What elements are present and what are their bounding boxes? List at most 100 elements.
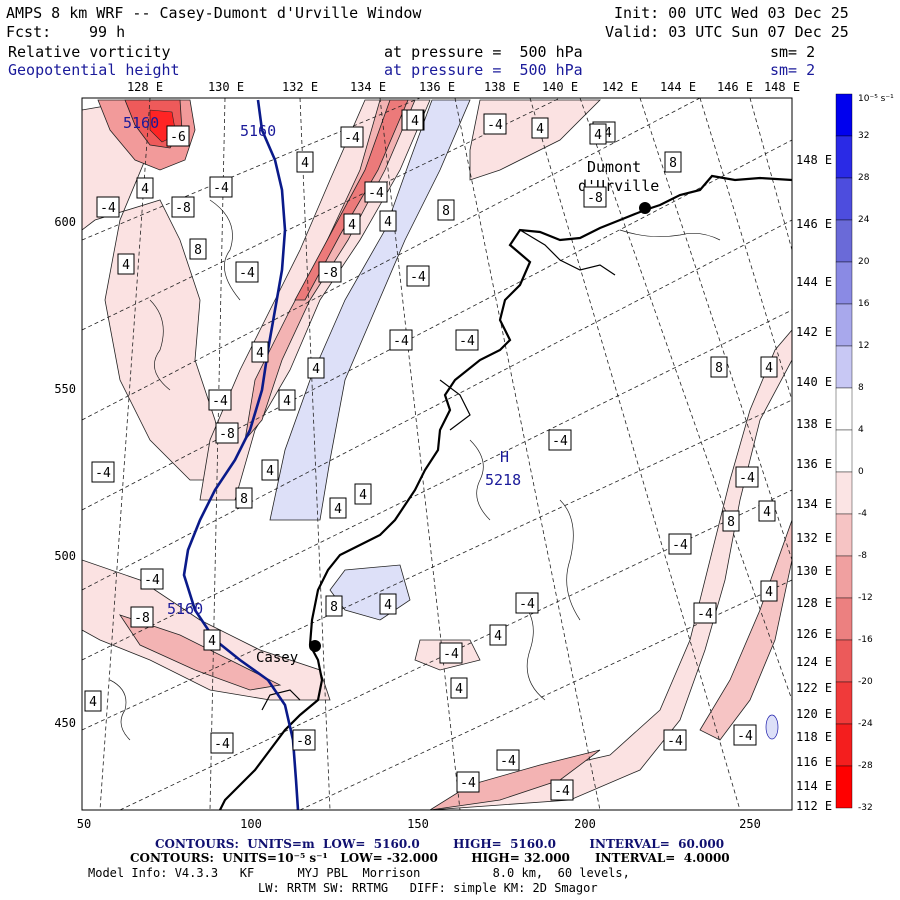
bottom-grid-label: 150 (407, 817, 429, 831)
vorticity-box (130, 606, 154, 628)
vorticity-box (455, 329, 479, 351)
vorticity-box-label: -4 (456, 771, 480, 793)
vorticity-box (296, 151, 314, 173)
vorticity-value: 4 (763, 505, 771, 520)
vorticity-box-label: -4 (455, 329, 479, 351)
vorticity-box (515, 592, 539, 614)
field1-level: at pressure = 500 hPa (384, 43, 583, 61)
right-lon-label: 142 E (796, 325, 832, 339)
colorbar-swatch (835, 555, 853, 599)
vorticity-value: -4 (554, 784, 570, 799)
colorbar: 10⁻⁵ s⁻¹ 32 28 24 20 16 12 8 4 0 -4 -8 -12 -16 -20 -24 -… (835, 93, 894, 813)
vorticity-value: -4 (552, 434, 568, 449)
colorbar-swatch (835, 387, 853, 431)
vorticity-box (203, 629, 221, 651)
colorbar-label: -28 (858, 761, 873, 771)
vorticity-value: 4 (348, 218, 356, 233)
vorticity-value: -4 (667, 734, 683, 749)
vorticity-box (278, 389, 296, 411)
vorticity-box-label: 4 (296, 151, 314, 173)
vorticity-box-label: -4 (96, 196, 120, 218)
vorticity-box (483, 113, 507, 135)
vorticity-box-label: -4 (235, 261, 259, 283)
vorticity-box-label: -4 (439, 642, 463, 664)
colorbar-label: 0 (858, 467, 864, 477)
vorticity-box-label: 8 (235, 487, 253, 509)
vorticity-value: 4 (312, 362, 320, 377)
right-lon-label: 124 E (796, 655, 832, 669)
vorticity-value: 4 (765, 361, 773, 376)
colorbar-swatch (835, 135, 853, 179)
vorticity-box (261, 459, 279, 481)
station-label-dumont: Dumont (587, 158, 641, 176)
vorticity-box (450, 677, 468, 699)
station-marker-casey (309, 640, 321, 652)
vorticity-box (379, 593, 397, 615)
vorticity-box (439, 642, 463, 664)
vorticity-box-label: -8 (292, 729, 316, 751)
vorticity-box (91, 461, 115, 483)
vorticity-box-label: 4 (758, 500, 776, 522)
vorticity-box-label: -4 (208, 389, 232, 411)
vorticity-box (171, 196, 195, 218)
colorbar-swatch (835, 765, 853, 809)
right-lon-label: 132 E (796, 531, 832, 545)
top-lon-label: 134 E (350, 80, 386, 94)
vorticity-value: -4 (460, 776, 476, 791)
vorticity-box (210, 732, 234, 754)
right-lon-label: 148 E (796, 153, 832, 167)
vorticity-box (583, 186, 607, 208)
vorticity-box (589, 123, 607, 145)
vorticity-value: 4 (266, 464, 274, 479)
vorticity-box-label: 4 (379, 210, 397, 232)
height-contour-label: 5160 (240, 122, 276, 140)
vorticity-box-label: 4 (117, 253, 135, 275)
vorticity-box (722, 510, 740, 532)
vorticity-value: 4 (536, 122, 544, 137)
vorticity-box (758, 500, 776, 522)
right-lon-label: 136 E (796, 457, 832, 471)
vorticity-box (548, 429, 572, 451)
colorbar-swatch (835, 219, 853, 263)
colorbar-swatch (835, 345, 853, 389)
right-lon-label: 140 E (796, 375, 832, 389)
vorticity-box-label: 4 (531, 117, 549, 139)
vorticity-value: -8 (219, 427, 235, 442)
vorticity-box (389, 329, 413, 351)
forecast-hour: 99 h (89, 23, 126, 41)
vorticity-box-label: 8 (664, 151, 682, 173)
colorbar-swatch (835, 177, 853, 221)
bottom-grid-label: 250 (739, 817, 761, 831)
vorticity-value: -4 (410, 270, 426, 285)
vorticity-value: 4 (283, 394, 291, 409)
colorbar-swatch (835, 681, 853, 725)
vorticity-value: 8 (715, 361, 723, 376)
top-lon-label: 138 E (484, 80, 520, 94)
vorticity-value: -4 (144, 573, 160, 588)
vorticity-box (329, 497, 347, 519)
vorticity-box-label: -4 (340, 126, 364, 148)
height-contour-label: 5160 (167, 600, 203, 618)
vorticity-value: -4 (368, 186, 384, 201)
left-grid-label: 450 (54, 716, 76, 730)
vorticity-box-label: 4 (406, 109, 424, 131)
vorticity-value: -4 (697, 607, 713, 622)
vorticity-value: 8 (442, 204, 450, 219)
vorticity-band-negative-east-2 (699, 519, 792, 741)
geopotential-contour-5160 (182, 99, 300, 810)
colorbar-label: -4 (858, 509, 867, 519)
vorticity-box-label: -8 (130, 606, 154, 628)
colorbar-label: -16 (858, 635, 873, 645)
vorticity-box (489, 624, 507, 646)
vorticity-box-label: -4 (364, 181, 388, 203)
colorbar-label: 28 (858, 173, 870, 183)
right-lon-label: 134 E (796, 497, 832, 511)
vorticity-value: 4 (89, 695, 97, 710)
vorticity-box (531, 117, 549, 139)
vorticity-box-label: 8 (437, 199, 455, 221)
vorticity-box-label: -4 (140, 568, 164, 590)
vorticity-box (235, 261, 259, 283)
vorticity-box-label: -4 (209, 176, 233, 198)
coastline (219, 174, 792, 810)
vorticity-value: 4 (122, 258, 130, 273)
